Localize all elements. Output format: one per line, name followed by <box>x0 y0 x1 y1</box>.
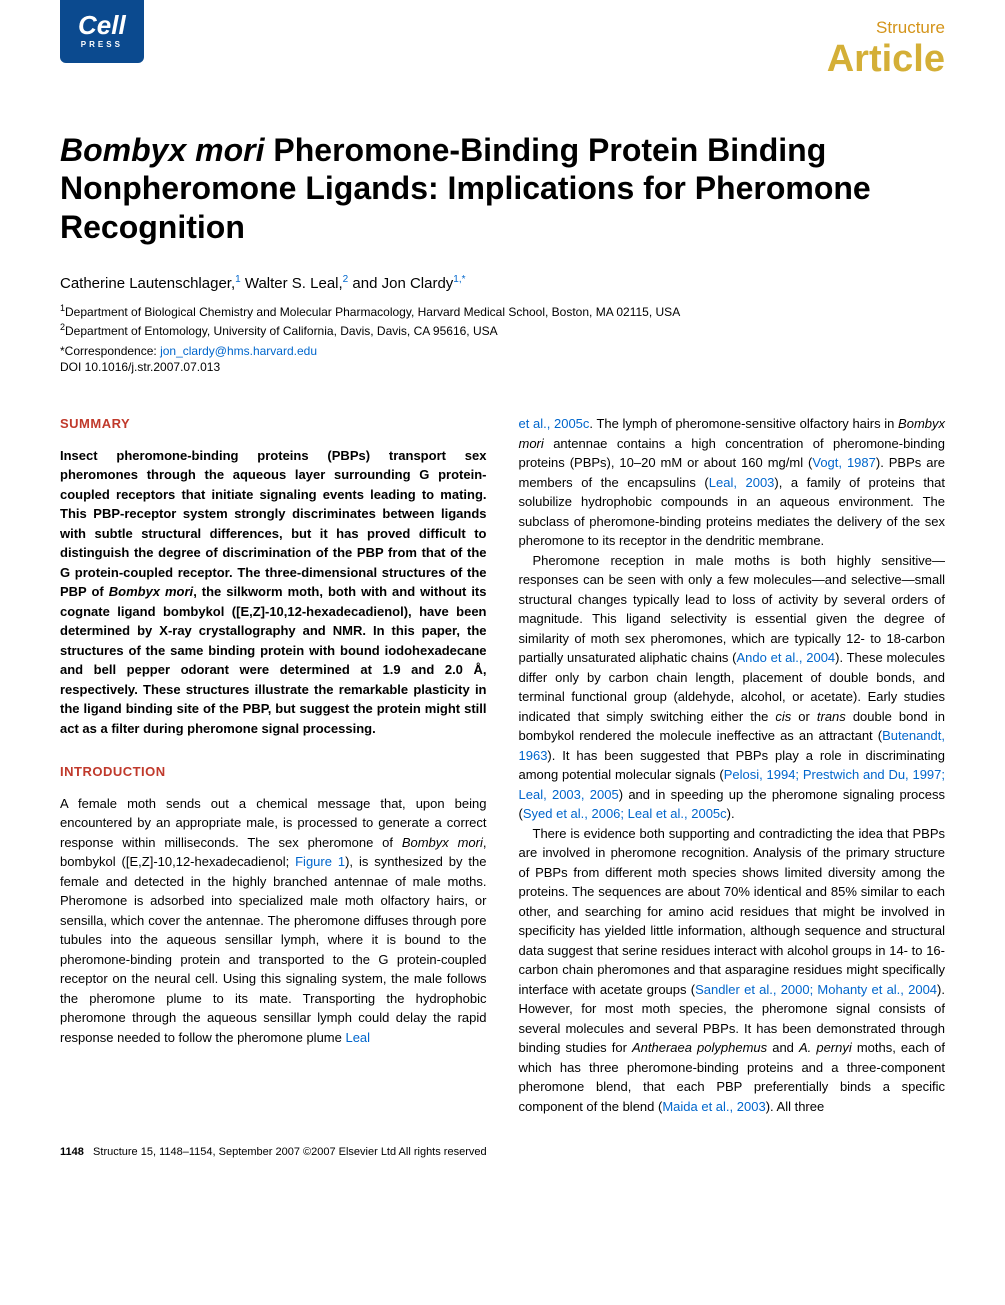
introduction-header: INTRODUCTION <box>60 762 487 782</box>
summary-text: Insect pheromone-binding proteins (PBPs)… <box>60 446 487 739</box>
left-column: SUMMARY Insect pheromone-binding protein… <box>60 414 487 1116</box>
intro-para-1: A female moth sends out a chemical messa… <box>60 794 487 1048</box>
article-title: Bombyx mori Pheromone-Binding Protein Bi… <box>60 131 945 246</box>
correspondence-label: *Correspondence: <box>60 344 160 358</box>
right-column: et al., 2005c. The lymph of pheromone-se… <box>519 414 946 1116</box>
journal-header: Structure Article <box>827 0 945 81</box>
c2-2g: ). <box>727 806 735 821</box>
affiliation-1: 1Department of Biological Chemistry and … <box>60 302 945 321</box>
c2-1a: . The lymph of pheromone-sensitive olfac… <box>589 416 898 431</box>
body-columns: SUMMARY Insect pheromone-binding protein… <box>60 414 945 1116</box>
author-3-sup: 1,* <box>453 274 465 285</box>
authors-line: Catherine Lautenschlager,1 Walter S. Lea… <box>60 274 945 292</box>
article-type: Article <box>827 38 945 81</box>
aff1-text: Department of Biological Chemistry and M… <box>65 305 680 319</box>
citation-2[interactable]: Vogt, 1987 <box>812 455 876 470</box>
c2-3e: ). All three <box>766 1099 825 1114</box>
citation-1[interactable]: et al., 2005c <box>519 416 590 431</box>
citation-3[interactable]: Leal, 2003 <box>709 475 775 490</box>
col2-para-2: Pheromone reception in male moths is bot… <box>519 551 946 824</box>
citation-leal[interactable]: Leal <box>345 1030 370 1045</box>
correspondence: *Correspondence: jon_clardy@hms.harvard.… <box>60 344 945 358</box>
page-footer: 1148 Structure 15, 1148–1154, September … <box>60 1146 945 1158</box>
logo-main: Cell <box>78 12 126 38</box>
intro-text: A female moth sends out a chemical messa… <box>60 794 487 1048</box>
intro-species-1: Bombyx mori <box>402 835 483 850</box>
c2-2c: or <box>791 709 817 724</box>
page-header: Cell PRESS Structure Article <box>60 0 945 81</box>
intro-1c: ), is synthesized by the female and dete… <box>60 854 487 1045</box>
col2-para-3: There is evidence both supporting and co… <box>519 824 946 1117</box>
citation-4[interactable]: Ando et al., 2004 <box>737 650 836 665</box>
c2-species-3: A. pernyi <box>799 1040 852 1055</box>
journal-name: Structure <box>827 18 945 38</box>
author-2: Walter S. Leal, <box>241 275 343 292</box>
cell-press-logo: Cell PRESS <box>60 0 144 63</box>
c2-trans: trans <box>817 709 846 724</box>
citation-7[interactable]: Syed et al., 2006; Leal et al., 2005c <box>523 806 727 821</box>
author-1: Catherine Lautenschlager, <box>60 275 235 292</box>
affiliation-2: 2Department of Entomology, University of… <box>60 321 945 340</box>
citation-9[interactable]: Maida et al., 2003 <box>662 1099 765 1114</box>
doi: DOI 10.1016/j.str.2007.07.013 <box>60 360 945 374</box>
c2-3a: There is evidence both supporting and co… <box>519 826 946 997</box>
logo-sub: PRESS <box>81 41 123 49</box>
figure-ref-1[interactable]: Figure 1 <box>295 854 345 869</box>
title-species: Bombyx mori <box>60 132 264 168</box>
citation-8[interactable]: Sandler et al., 2000; Mohanty et al., 20… <box>695 982 937 997</box>
col2-para-1: et al., 2005c. The lymph of pheromone-se… <box>519 414 946 551</box>
footer-text: Structure 15, 1148–1154, September 2007 … <box>93 1146 487 1158</box>
author-3: and Jon Clardy <box>348 275 453 292</box>
c2-cis: cis <box>775 709 791 724</box>
summary-part-b: , the silkworm moth, both with and witho… <box>60 584 487 736</box>
summary-species: Bombyx mori <box>109 584 193 599</box>
summary-part-a: Insect pheromone-binding proteins (PBPs)… <box>60 448 487 600</box>
aff2-text: Department of Entomology, University of … <box>65 324 498 338</box>
summary-header: SUMMARY <box>60 414 487 434</box>
footer-page-number: 1148 <box>60 1146 84 1158</box>
affiliations: 1Department of Biological Chemistry and … <box>60 302 945 340</box>
c2-species-2: Antheraea polyphemus <box>632 1040 767 1055</box>
c2-2a: Pheromone reception in male moths is bot… <box>519 553 946 666</box>
c2-3c: and <box>767 1040 799 1055</box>
correspondence-email-link[interactable]: jon_clardy@hms.harvard.edu <box>160 344 317 358</box>
